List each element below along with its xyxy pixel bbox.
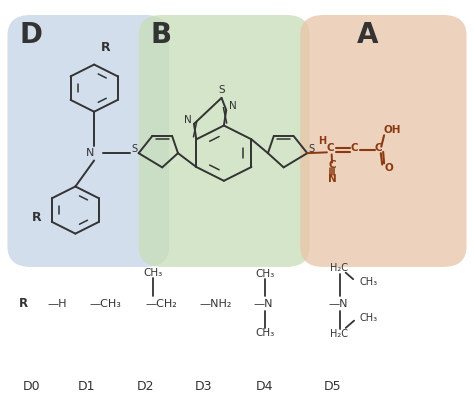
FancyBboxPatch shape: [300, 15, 466, 267]
Text: S: S: [309, 144, 315, 154]
Text: —CH₂: —CH₂: [146, 299, 177, 309]
Text: N: N: [229, 101, 237, 111]
Text: N: N: [183, 115, 191, 125]
Text: O: O: [384, 163, 393, 173]
Text: D3: D3: [194, 380, 212, 393]
Text: CH₃: CH₃: [255, 328, 275, 338]
FancyBboxPatch shape: [8, 15, 169, 267]
Text: C: C: [350, 143, 358, 153]
Text: —NH₂: —NH₂: [200, 299, 232, 309]
Text: R: R: [101, 42, 110, 54]
Text: D2: D2: [137, 380, 155, 393]
Text: D4: D4: [255, 380, 273, 393]
Text: S: S: [218, 85, 225, 95]
Text: H₂C: H₂C: [330, 263, 348, 273]
Text: CH₃: CH₃: [360, 313, 378, 323]
Text: D5: D5: [324, 380, 342, 393]
Text: R: R: [32, 211, 41, 224]
Text: OH: OH: [384, 124, 401, 135]
Text: CH₃: CH₃: [255, 269, 275, 279]
Text: S: S: [132, 144, 138, 154]
Text: —N: —N: [328, 299, 348, 309]
Text: CH₃: CH₃: [143, 268, 162, 278]
Text: D1: D1: [77, 380, 95, 393]
Text: C: C: [374, 143, 383, 153]
Text: CH₃: CH₃: [360, 277, 378, 288]
Text: B: B: [150, 21, 172, 49]
Text: N: N: [86, 148, 95, 158]
Text: H₂C: H₂C: [330, 329, 348, 339]
Text: —N: —N: [254, 299, 273, 309]
Text: N: N: [328, 174, 337, 184]
Text: D0: D0: [23, 380, 41, 393]
Text: —H: —H: [47, 299, 67, 309]
Text: C: C: [328, 160, 336, 170]
Text: D: D: [19, 21, 42, 49]
Text: —CH₃: —CH₃: [90, 299, 121, 309]
FancyBboxPatch shape: [138, 15, 310, 267]
Text: A: A: [356, 21, 378, 49]
Text: C: C: [327, 143, 335, 153]
Text: H: H: [318, 136, 326, 146]
Text: R: R: [19, 297, 28, 310]
